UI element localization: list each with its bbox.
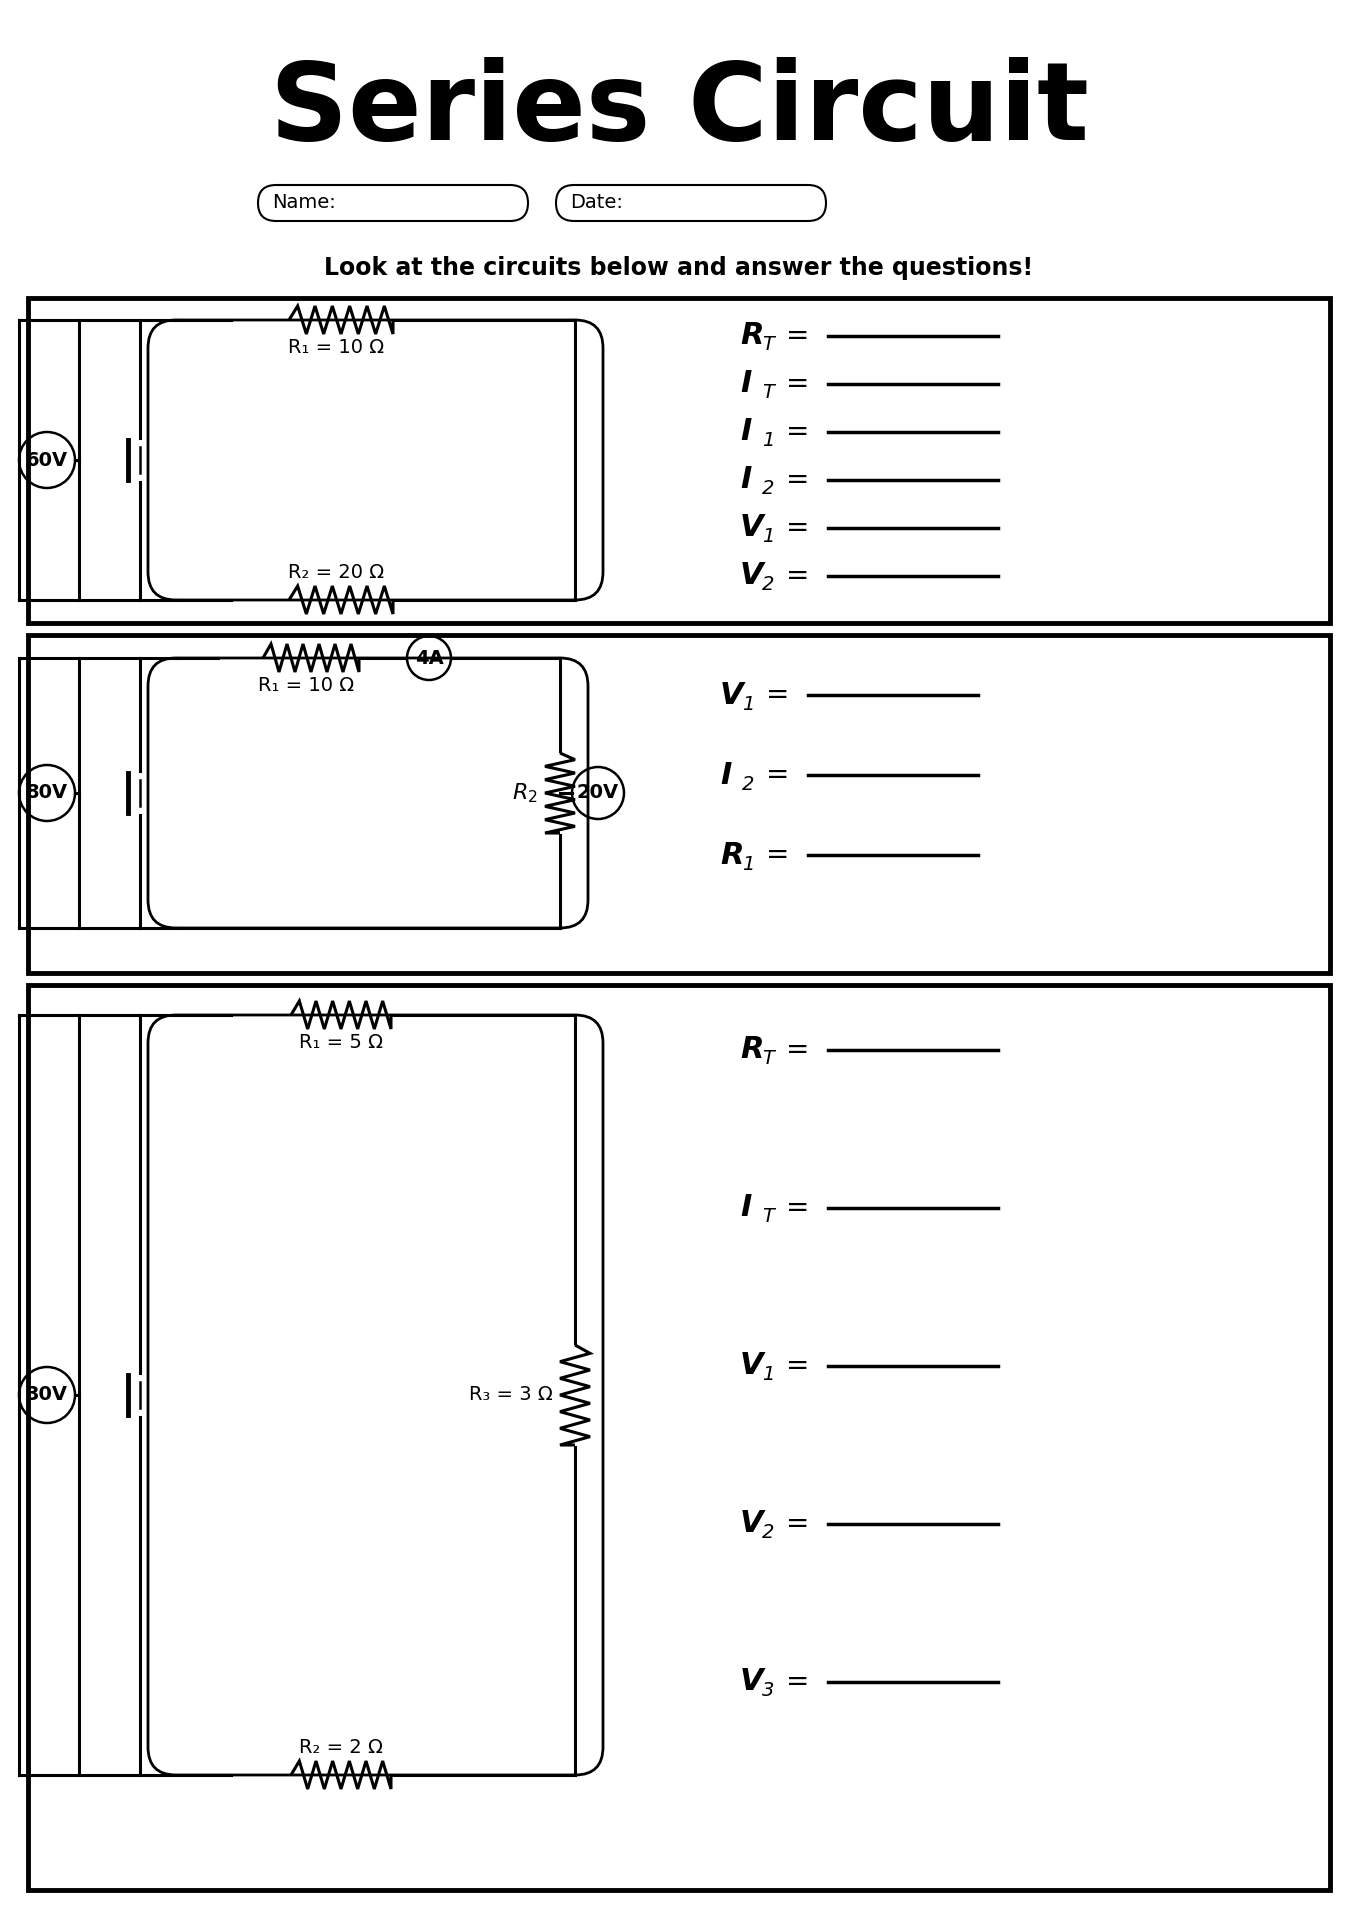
Text: 1: 1 (762, 1365, 774, 1384)
Text: V: V (720, 680, 744, 710)
Text: R: R (740, 321, 763, 351)
Text: =: = (786, 1352, 809, 1380)
Text: =: = (766, 760, 790, 789)
Text: 60V: 60V (26, 451, 68, 470)
Text: 3: 3 (762, 1682, 774, 1701)
Text: R₂ = 20 Ω: R₂ = 20 Ω (288, 563, 384, 582)
Text: R: R (720, 841, 743, 870)
Bar (29, 985, 1329, 1889)
Text: =: = (786, 563, 809, 589)
Text: I: I (740, 417, 751, 447)
Text: V: V (740, 561, 763, 591)
Text: R₁ = 10 Ω: R₁ = 10 Ω (258, 676, 354, 695)
Text: Series Circuit: Series Circuit (269, 58, 1089, 163)
Text: Name:: Name: (272, 194, 335, 213)
Text: T: T (762, 1208, 774, 1227)
Text: 2: 2 (762, 1523, 774, 1542)
Text: =: = (786, 419, 809, 445)
Text: 80V: 80V (26, 783, 68, 803)
Bar (29, 636, 1329, 973)
Text: R: R (740, 1035, 763, 1064)
FancyBboxPatch shape (148, 321, 603, 599)
Text: 1: 1 (741, 854, 755, 874)
Text: 2: 2 (741, 774, 755, 793)
Text: I: I (720, 760, 732, 789)
Text: I: I (740, 369, 751, 399)
Text: 1: 1 (762, 528, 774, 547)
Text: I: I (740, 1194, 751, 1223)
Text: Look at the circuits below and answer the questions!: Look at the circuits below and answer th… (325, 255, 1033, 280)
Text: R₁ = 10 Ω: R₁ = 10 Ω (288, 338, 384, 357)
Text: V: V (740, 1352, 763, 1380)
Text: 4A: 4A (414, 649, 443, 668)
Text: V: V (740, 513, 763, 543)
Text: =: = (786, 1194, 809, 1221)
FancyBboxPatch shape (148, 659, 588, 927)
Text: 2: 2 (762, 576, 774, 595)
Text: =: = (766, 841, 790, 870)
Text: I: I (740, 465, 751, 495)
Text: T: T (762, 336, 774, 355)
Text: 30V: 30V (26, 1386, 68, 1405)
Text: $R_2$: $R_2$ (512, 781, 538, 804)
Text: =: = (786, 1509, 809, 1538)
Text: 2: 2 (762, 480, 774, 499)
Text: =: = (786, 1037, 809, 1064)
Text: 1: 1 (762, 432, 774, 451)
Text: R₂ = 2 Ω: R₂ = 2 Ω (299, 1738, 383, 1757)
Text: V: V (740, 1509, 763, 1538)
Text: =: = (786, 323, 809, 349)
Text: T: T (762, 384, 774, 403)
Text: =: = (786, 515, 809, 541)
Text: =: = (786, 371, 809, 397)
Text: =: = (786, 467, 809, 493)
Text: T: T (762, 1050, 774, 1069)
Bar (29, 298, 1329, 622)
Text: =: = (786, 1668, 809, 1695)
Text: Date:: Date: (570, 194, 623, 213)
Text: =: = (766, 682, 790, 708)
Text: 1: 1 (741, 695, 755, 714)
FancyBboxPatch shape (148, 1016, 603, 1774)
Text: 20V: 20V (577, 783, 619, 803)
Text: V: V (740, 1667, 763, 1697)
Text: R₁ = 5 Ω: R₁ = 5 Ω (299, 1033, 383, 1052)
Text: R₃ = 3 Ω: R₃ = 3 Ω (470, 1386, 553, 1405)
